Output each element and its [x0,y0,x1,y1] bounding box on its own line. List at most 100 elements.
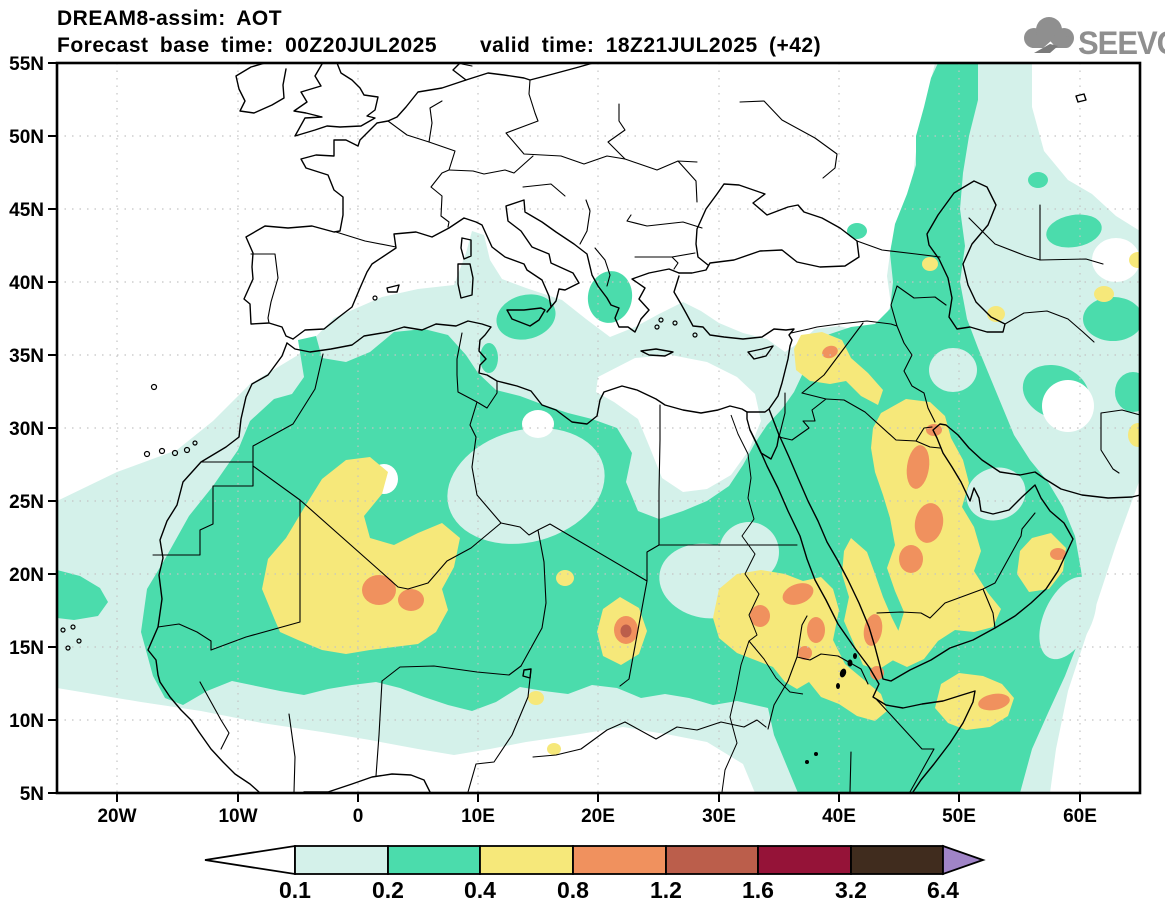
small-islands [60,295,698,651]
colorbar-label: 1.2 [650,877,682,903]
coastlines [60,63,1140,793]
seevccc-logo: SEEVCCC [1020,17,1165,61]
border-chad-sudan [619,580,648,687]
colorbar-label: 0.1 [279,877,311,903]
cyan-window-mesopotamia [929,348,977,392]
coast-baltic [465,63,594,81]
border-mauritania-mali [210,499,301,651]
contour-holes [370,238,1140,660]
border-morocco-algeria [252,353,324,463]
orange-yemen-core [863,614,883,646]
yellow-spot [556,570,574,586]
forecast-base-time-label: Forecast base time: 00Z20JUL2025 [57,34,437,57]
coast-black-sea [678,183,860,274]
border-iran-turkmenistan [1004,310,1095,343]
colorbar-segment [665,845,759,875]
border-guinea [199,681,230,750]
border-france-east [387,120,456,228]
border-ethiopia-eritrea [767,615,869,730]
island-sardinia [457,263,474,299]
colorbar-label: 0.8 [557,877,589,903]
brick-chad-maximum [620,624,632,638]
orange-syria-core [822,345,838,359]
yellow-spot [547,743,561,755]
lon-tick-label: 30E [702,806,736,827]
coast-gulf-of-guinea [303,773,431,793]
lon-tick-label: 20W [97,806,136,827]
lat-tick-label: 35N [9,346,44,367]
lon-tick-label: 0 [353,806,364,827]
lon-tick-label: 10W [218,806,257,827]
header: DREAM8-assim: AOT Forecast base time: 00… [57,7,821,57]
orange-sudan-core [750,605,770,627]
coast-caspian-sea [926,180,1006,333]
colorbar-arrow-right [942,844,986,876]
border-syria-iraq [801,322,864,394]
lat-tick-label: 10N [9,711,44,732]
axis-ticks [48,62,1081,802]
white-hole-east-caspian [1092,238,1140,282]
afar-lakes [805,653,857,764]
island-sicily [506,307,546,327]
contour-region-right-edge [1115,372,1140,412]
contour-region-north-caspian-2 [1028,172,1048,188]
island-majorca [386,284,400,293]
cyan-window-nubia [719,522,779,582]
country-borders [152,63,1140,793]
lat-tick-label: 25N [9,492,44,513]
border-iraq-saudi-kuwait [825,398,941,449]
lon-tick-label: 20E [581,806,615,827]
contour-region-east-iran [1083,297,1140,341]
yellow-spot-right-edge [1129,252,1140,268]
border-alps [448,155,534,175]
border-iran-pakistan [1100,409,1140,474]
island-cyprus [747,345,774,360]
border-danube [626,214,703,229]
border-algeria-mali-niger-libya [252,332,502,590]
colorbar-segment [572,845,667,875]
logo-text: SEEVCCC [1078,24,1165,61]
contour-region-tunisia [480,343,498,373]
colorbar-segment [757,845,852,875]
border-gulf-coast-states [288,680,383,793]
colorbar-label: 3.2 [835,877,867,903]
border-denmark [461,63,473,67]
contour-region-north-caspian [945,100,969,120]
coast-red-sea-west-horn [746,411,976,793]
coast-nw-europe [243,63,467,340]
colorbar-segment [479,845,574,875]
coast-arabia-gulf-iran [778,423,1140,682]
border-bulgaria-greece-turkey [634,252,696,270]
lon-tick-label: 60E [1063,806,1097,827]
lat-tick-label: 30N [9,419,44,440]
river-nile [721,414,804,793]
yellow-spot-turkmen [1094,286,1114,302]
border-libya-south [500,522,660,582]
border-niger-chad [520,529,547,667]
orange-somalia-core [978,693,1010,711]
cloud-icon [1020,17,1074,55]
white-hole-south-iran [1042,380,1094,432]
border-poland-czech [505,79,562,157]
colorbar-arrow-left [204,844,296,876]
grid-lines [57,63,1140,793]
orange-oman-core [1050,548,1066,560]
lon-tick-label: 40E [822,806,856,827]
border-bosnia-serbia [579,199,591,245]
island-crete [640,348,674,357]
contour-region-west-edge [57,570,108,620]
colorbar-segment [387,845,481,875]
lat-tick-label: 50N [9,127,44,148]
contour-layer-1.2 [620,624,632,638]
border-benelux [428,100,443,143]
orange-arabia-core [914,503,944,543]
yellow-spot [528,691,544,705]
contour-layer-0.8 [362,345,1066,711]
coast-africa-atlantic [147,342,288,793]
lake-kazakh [1075,93,1087,103]
lon-axis-labels: 20W 10W 0 10E 20E 30E 40E 50E 60E [97,806,1096,827]
contour-region-turkmenistan [1046,214,1102,248]
border-albania [594,247,611,287]
contour-region-sicily [496,294,556,340]
